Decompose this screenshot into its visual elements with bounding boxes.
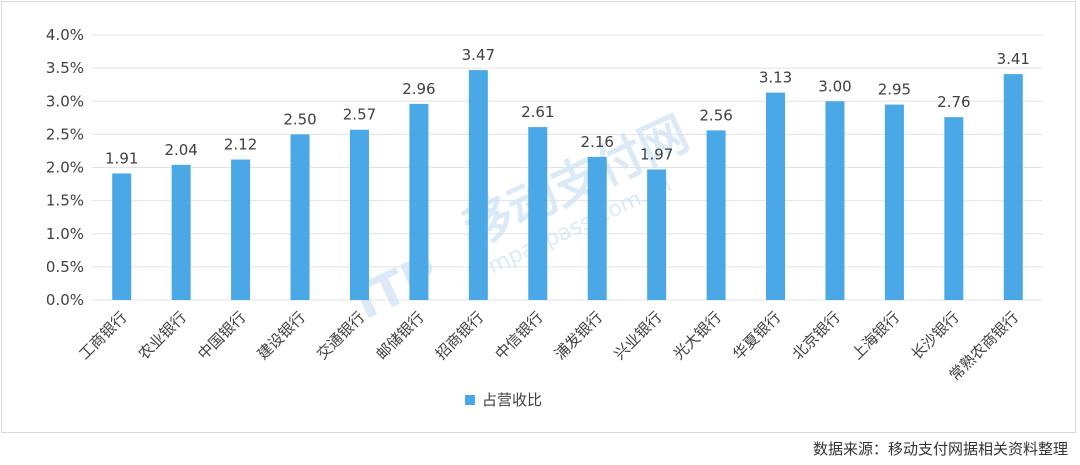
bar bbox=[290, 134, 310, 300]
data-label: 2.95 bbox=[878, 81, 911, 99]
data-label: 3.47 bbox=[462, 46, 495, 64]
bar bbox=[349, 129, 369, 300]
y-tick-label: 0.5% bbox=[46, 258, 84, 276]
legend-swatch bbox=[465, 395, 475, 405]
data-label: 2.96 bbox=[402, 80, 435, 98]
data-label: 2.56 bbox=[699, 106, 732, 124]
category-label: 农业银行 bbox=[135, 308, 190, 363]
data-label: 1.91 bbox=[105, 149, 138, 167]
bar bbox=[1003, 74, 1023, 301]
category-label: 交通银行 bbox=[313, 308, 368, 363]
data-label: 3.13 bbox=[759, 69, 792, 87]
data-label: 2.50 bbox=[283, 110, 316, 128]
category-label: 浦发银行 bbox=[551, 308, 606, 363]
bar bbox=[171, 164, 191, 300]
data-label: 2.16 bbox=[581, 133, 614, 151]
legend-label: 占营收比 bbox=[482, 391, 542, 409]
gridlines bbox=[92, 34, 1043, 301]
y-tick-label: 2.5% bbox=[46, 125, 84, 143]
bar bbox=[766, 92, 786, 300]
bar bbox=[587, 156, 607, 300]
category-label: 北京银行 bbox=[789, 308, 844, 363]
bar bbox=[647, 169, 667, 300]
bar bbox=[944, 117, 964, 301]
y-axis-ticks: 0.0% 0.5% 1.0% 1.5% 2.0% 2.5% 3.0% 3.5% 4.0% bbox=[46, 26, 84, 309]
y-tick-label: 3.0% bbox=[46, 92, 84, 110]
category-label: 中国银行 bbox=[194, 308, 249, 363]
y-tick-label: 4.0% bbox=[46, 26, 84, 44]
bar bbox=[528, 127, 548, 301]
x-axis-categories: 工商银行 农业银行 中国银行 建设银行 交通银行 邮储银行 招商银行 中信银行 浦发银行 兴业银行… bbox=[75, 308, 1022, 384]
legend: 占营收比 bbox=[465, 391, 542, 409]
source-note: 数据来源：移动支付网据相关资料整理 bbox=[812, 440, 1068, 458]
data-label: 2.04 bbox=[164, 141, 197, 159]
data-label: 2.57 bbox=[343, 106, 376, 124]
category-label: 光大银行 bbox=[670, 308, 725, 363]
bar bbox=[884, 104, 904, 300]
data-label: 2.12 bbox=[224, 136, 257, 154]
bar bbox=[409, 103, 429, 301]
category-label: 工商银行 bbox=[75, 308, 130, 363]
y-tick-label: 3.5% bbox=[46, 59, 84, 77]
y-tick-label: 1.5% bbox=[46, 192, 84, 210]
category-label: 上海银行 bbox=[848, 308, 903, 363]
y-tick-label: 2.0% bbox=[46, 159, 84, 177]
y-tick-label: 1.0% bbox=[46, 225, 84, 243]
bar bbox=[112, 173, 132, 300]
data-label: 2.76 bbox=[937, 93, 970, 111]
category-label: 长沙银行 bbox=[908, 308, 963, 363]
category-label: 中信银行 bbox=[491, 308, 546, 363]
category-label: 招商银行 bbox=[432, 308, 487, 363]
data-label: 3.41 bbox=[997, 50, 1030, 68]
bars bbox=[112, 70, 1023, 301]
bar bbox=[468, 70, 488, 300]
bar bbox=[825, 101, 845, 300]
data-label: 2.61 bbox=[521, 103, 554, 121]
data-labels: 1.91 2.04 2.12 2.50 2.57 2.96 3.47 2.61 2.16 1.97… bbox=[105, 46, 1030, 167]
data-label: 3.00 bbox=[818, 77, 851, 95]
category-label: 华夏银行 bbox=[729, 308, 784, 363]
y-tick-label: 0.0% bbox=[46, 291, 84, 309]
category-label: 兴业银行 bbox=[610, 308, 665, 363]
bar bbox=[706, 130, 726, 300]
data-label: 1.97 bbox=[640, 145, 673, 163]
category-label: 建设银行 bbox=[254, 308, 309, 363]
bar bbox=[231, 159, 251, 300]
